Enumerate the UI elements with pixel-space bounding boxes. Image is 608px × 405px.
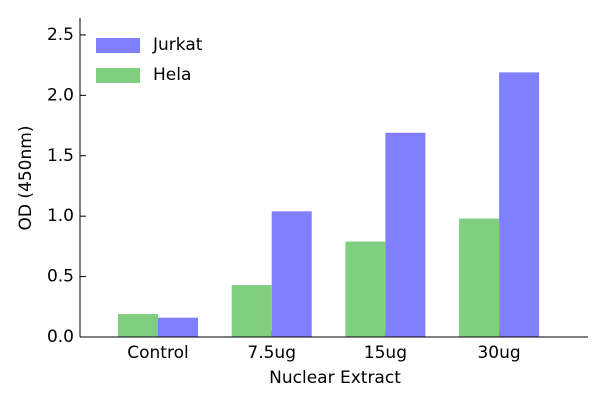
bar <box>231 285 272 337</box>
legend-label: Jurkat <box>152 35 203 55</box>
y-axis-label: OD (450nm) <box>16 126 36 231</box>
y-tick-label: 1.5 <box>47 146 74 166</box>
bar <box>158 317 198 337</box>
bar <box>459 218 500 337</box>
legend-swatch <box>96 68 140 83</box>
y-tick-label: 0.5 <box>47 267 74 287</box>
bar <box>271 211 312 337</box>
y-tick-label: 2.0 <box>47 85 74 105</box>
bar <box>499 72 540 337</box>
x-tick-label: 7.5ug <box>247 343 296 363</box>
y-tick-label: 0.0 <box>47 327 74 347</box>
y-tick-label: 1.0 <box>47 206 74 226</box>
x-tick-label: 15ug <box>364 343 407 363</box>
y-tick-label: 2.5 <box>47 25 74 45</box>
bar <box>385 132 426 337</box>
legend-label: Hela <box>153 65 191 85</box>
legend-swatch <box>96 38 140 53</box>
x-tick-label: Control <box>127 343 188 363</box>
x-tick-label: 30ug <box>477 343 520 363</box>
x-axis-label: Nuclear Extract <box>269 368 401 388</box>
bar <box>345 241 386 337</box>
bar <box>118 314 158 337</box>
